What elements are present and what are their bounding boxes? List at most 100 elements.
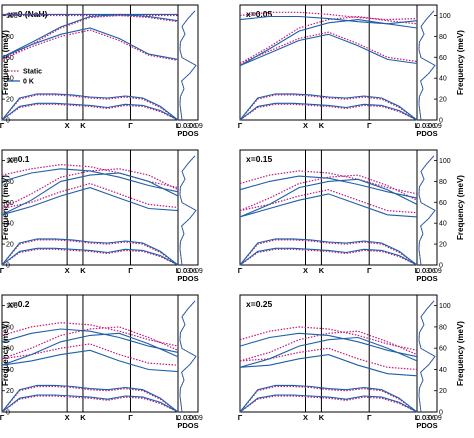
pdos-tick-label: 0.09 xyxy=(428,415,442,422)
acoustic-branch xyxy=(1,395,179,413)
y-tick-label: 60 xyxy=(439,55,447,62)
pdos-axis-title: PDOS xyxy=(177,274,198,283)
pdos-tick-label: 0.06 xyxy=(422,123,436,130)
x-tick-label: X xyxy=(65,266,70,275)
pdos-frame xyxy=(416,4,438,121)
y-tick-label: 0 xyxy=(6,410,10,417)
y-tick-label: 0 xyxy=(439,410,443,417)
x-tick-label: L xyxy=(415,413,420,422)
pdos-tick-label: 0.09 xyxy=(428,123,442,130)
optical-branch xyxy=(239,326,418,351)
x-tick-label: L xyxy=(415,121,420,130)
legend-0k-label: 0 K xyxy=(23,79,34,86)
pdos-curve xyxy=(179,300,197,413)
x-tick-label: K xyxy=(319,413,325,422)
pdos-tick-label: 0.06 xyxy=(422,268,436,275)
y-tick-label: 80 xyxy=(439,34,447,41)
acoustic-branch xyxy=(239,238,418,266)
x-tick-label: Γ xyxy=(0,266,5,275)
x-tick-label: K xyxy=(80,121,86,130)
y-tick-label: 40 xyxy=(439,221,447,228)
optical-branch xyxy=(1,13,179,58)
panel-label: x=0.2 xyxy=(8,299,30,309)
optical-branch xyxy=(239,31,418,65)
acoustic-branch xyxy=(1,384,179,413)
acoustic-branch xyxy=(239,247,418,266)
y-tick-label: 100 xyxy=(439,303,451,310)
acoustic-branch xyxy=(239,102,418,121)
optical-branch xyxy=(1,29,179,61)
pdos-tick-label: 0.09 xyxy=(189,415,203,422)
optical-branch xyxy=(1,187,179,216)
pdos-tick-label: 0.06 xyxy=(183,415,197,422)
panel-5: 0 20 40 60 80 100 Frequency (meV) Γ X K Γ Lx=0.2 0.0… xyxy=(0,294,203,430)
pdos-tick-label: 0.03 xyxy=(177,123,191,130)
y-tick-label: 0 xyxy=(439,263,443,270)
pdos-axis-title: PDOS xyxy=(416,274,437,283)
y-tick-label: 80 xyxy=(439,179,447,186)
pdos-tick-label: 0.06 xyxy=(422,415,436,422)
acoustic-branch xyxy=(1,247,179,266)
y-tick-label: 80 xyxy=(6,34,14,41)
y-axis-title: Frequency (meV) xyxy=(456,321,465,386)
panel-label: x=0.1 xyxy=(8,154,30,164)
optical-branch xyxy=(239,19,418,67)
pdos-tick-label: 0.09 xyxy=(189,268,203,275)
y-tick-label: 60 xyxy=(439,200,447,207)
x-tick-label: Γ xyxy=(238,121,243,130)
x-tick-label: K xyxy=(319,266,325,275)
optical-branch xyxy=(239,336,418,368)
optical-branch xyxy=(1,349,179,373)
acoustic-branch xyxy=(1,385,179,413)
panel-6: 0 20 40 60 80 100 Frequency (meV) Γ X K Γ Lx=0.25 0.… xyxy=(238,294,465,430)
y-tick-label: 60 xyxy=(439,346,447,353)
x-tick-label: Γ xyxy=(238,266,243,275)
y-tick-label: 20 xyxy=(439,242,447,249)
optical-branch xyxy=(239,193,418,218)
x-tick-label: L xyxy=(415,266,420,275)
x-tick-label: X xyxy=(303,413,308,422)
y-tick-label: 100 xyxy=(6,13,18,20)
acoustic-branch xyxy=(239,395,418,413)
acoustic-branch xyxy=(239,103,418,121)
pdos-curve xyxy=(418,10,436,121)
pdos-tick-label: 0.03 xyxy=(416,268,430,275)
x-tick-label: Γ xyxy=(367,121,372,130)
acoustic-branch xyxy=(239,385,418,413)
y-tick-label: 20 xyxy=(6,388,14,395)
y-tick-label: 20 xyxy=(439,388,447,395)
optical-branch xyxy=(1,328,179,353)
y-tick-label: 20 xyxy=(6,97,14,104)
x-tick-label: L xyxy=(176,266,181,275)
pdos-curve xyxy=(418,300,436,413)
x-tick-label: Γ xyxy=(238,413,243,422)
optical-branch xyxy=(1,322,179,347)
acoustic-branch xyxy=(1,238,179,266)
y-tick-label: 100 xyxy=(439,158,451,165)
x-tick-label: K xyxy=(319,121,325,130)
x-tick-label: Γ xyxy=(367,413,372,422)
y-tick-label: 100 xyxy=(439,13,451,20)
x-tick-label: L xyxy=(176,413,181,422)
pdos-curve xyxy=(418,155,436,266)
y-tick-label: 80 xyxy=(439,324,447,331)
x-tick-label: Γ xyxy=(0,413,5,422)
y-tick-label: 60 xyxy=(6,55,14,62)
y-tick-label: 40 xyxy=(439,76,447,83)
optical-branch xyxy=(239,175,418,199)
pdos-frame xyxy=(416,294,438,413)
acoustic-branch xyxy=(1,394,179,413)
y-tick-label: 40 xyxy=(439,367,447,374)
pdos-curve xyxy=(179,155,197,266)
y-tick-label: 60 xyxy=(6,346,14,353)
x-tick-label: K xyxy=(80,413,86,422)
y-tick-label: 100 xyxy=(6,303,18,310)
optical-branch xyxy=(239,170,418,195)
x-tick-label: L xyxy=(176,121,181,130)
x-tick-label: K xyxy=(80,266,86,275)
x-tick-label: X xyxy=(65,413,70,422)
